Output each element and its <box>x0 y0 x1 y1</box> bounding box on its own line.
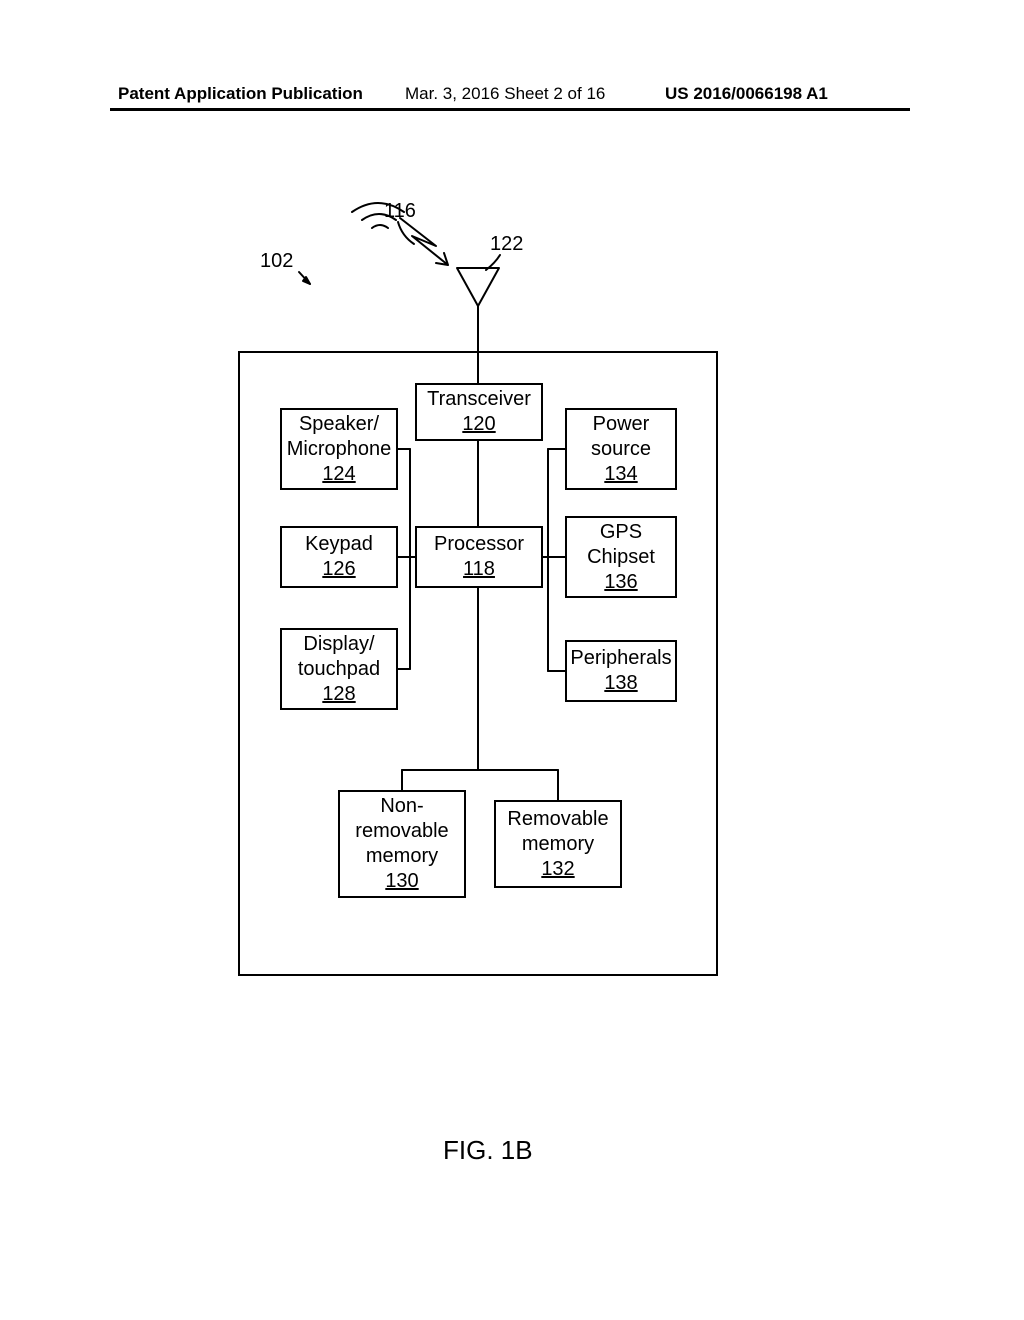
figure-label: FIG. 1B <box>443 1135 533 1166</box>
block-diagram: 102 116 122 Transceiver 120 Speaker/ Mic… <box>0 0 1024 1320</box>
connectors-svg <box>0 0 1024 1320</box>
